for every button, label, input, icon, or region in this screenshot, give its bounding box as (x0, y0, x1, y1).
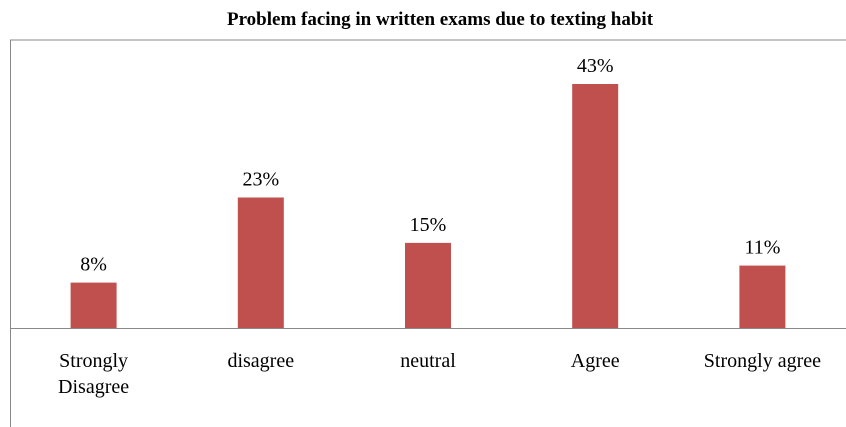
data-label: 8% (80, 254, 107, 276)
data-label: 15% (410, 214, 447, 236)
data-label: 11% (744, 237, 780, 259)
data-label: 23% (242, 168, 279, 190)
bar (739, 265, 786, 328)
x-tick-label: Agree (570, 350, 620, 372)
x-tick-label: neutral (400, 350, 456, 372)
bar (237, 197, 284, 328)
x-tick-label: Strongly agree (703, 350, 821, 372)
bar (572, 84, 619, 328)
x-tick-label: disagree (227, 350, 295, 372)
bar (405, 242, 451, 328)
data-label: 43% (577, 55, 614, 77)
chart-title: Problem facing in written exams due to t… (227, 9, 654, 30)
x-tick-label: Strongly Disagree (58, 350, 130, 398)
bar (70, 282, 117, 328)
